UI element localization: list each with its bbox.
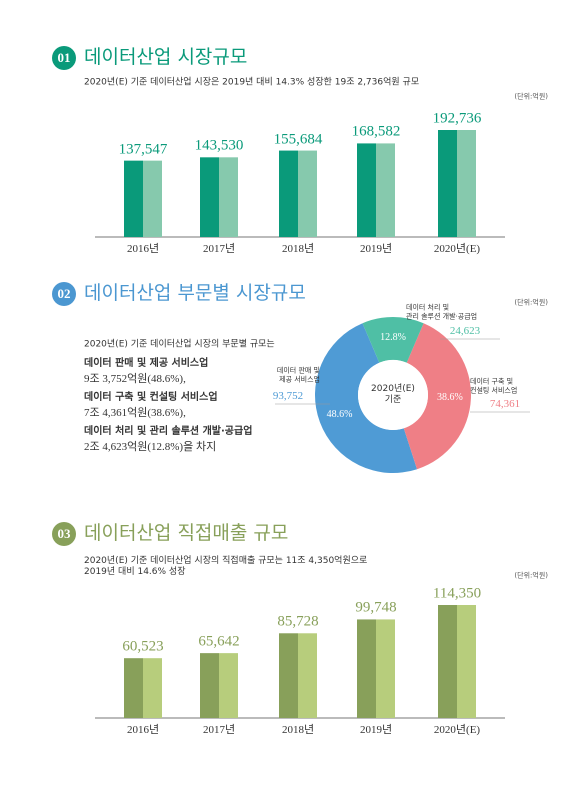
bar-left <box>200 157 219 237</box>
bar <box>200 653 238 718</box>
bar-right <box>457 130 476 237</box>
section-number: 02 <box>57 285 71 301</box>
bar-right <box>143 658 162 718</box>
donut-slice <box>403 323 471 470</box>
amount-label: 93,752 <box>272 390 304 403</box>
section-title: 데이터산업 시장규모 <box>84 46 248 69</box>
section-title: 데이터산업 직접매출 규모 <box>84 522 289 545</box>
x-tick-label: 2020년(E) <box>433 243 481 256</box>
unit-label: (단위:억원) <box>514 92 548 101</box>
x-tick-label: 2019년 <box>359 243 393 256</box>
bar-right <box>143 160 162 237</box>
x-tick-label: 2020년(E) <box>433 724 481 737</box>
category-label: 데이터 구축 및 컨설팅 서비스업 <box>470 377 518 394</box>
category-label: 데이터 처리 및 관리 솔루션 개발·공급업 <box>406 303 478 320</box>
slice-label: 38.6% <box>437 391 463 403</box>
bar <box>124 160 162 237</box>
summary-text: 9조 3,752억원(48.6%), <box>84 373 186 386</box>
bar-right <box>376 143 395 237</box>
bar-left <box>438 605 457 718</box>
value-label: 168,582 <box>351 124 401 141</box>
bar <box>200 157 238 237</box>
bar-left <box>357 143 376 237</box>
value-label: 65,642 <box>198 633 240 650</box>
bar-right <box>298 150 317 237</box>
bar-left <box>124 160 143 237</box>
slice-label: 48.6% <box>326 408 353 420</box>
bar-right <box>219 653 238 718</box>
unit-label: (단위:억원) <box>514 298 548 307</box>
section-description: 2020년(E) 기준 데이터산업 시장은 2019년 대비 14.3% 성장한… <box>84 77 420 88</box>
section-title: 데이터산업 부문별 시장규모 <box>84 282 306 305</box>
value-label: 143,530 <box>194 137 244 154</box>
bar <box>357 143 395 237</box>
bar-left <box>357 619 376 718</box>
bar-left <box>438 130 457 237</box>
bar-right <box>298 633 317 718</box>
value-label: 137,547 <box>118 141 168 158</box>
section-description: 2020년(E) 기준 데이터산업 시장의 직접매출 규모는 11조 4,350… <box>84 555 368 577</box>
summary-name: 데이터 처리 및 관리 솔루션 개발·공급업 <box>84 425 253 437</box>
section-badge <box>52 522 76 546</box>
section-number: 01 <box>57 49 71 65</box>
bar <box>279 150 317 237</box>
summary-text: 7조 4,361억원(38.6%), <box>84 407 186 420</box>
section-number: 03 <box>57 525 71 541</box>
center-label: 2020년(E) 기준 <box>371 383 415 405</box>
value-label: 114,350 <box>432 585 482 602</box>
amount-label: 24,623 <box>449 325 481 338</box>
donut-slice <box>314 323 418 474</box>
bar <box>438 605 476 718</box>
bar-right <box>219 157 238 237</box>
x-tick-label: 2018년 <box>281 724 315 737</box>
section-badge <box>52 46 76 70</box>
x-tick-label: 2016년 <box>126 243 160 256</box>
value-label: 99,748 <box>355 600 397 617</box>
summary-text: 2조 4,623억원(12.8%)을 차지 <box>84 441 217 454</box>
bar <box>124 658 162 718</box>
donut-slice <box>362 317 424 363</box>
bar-right <box>376 619 395 718</box>
x-tick-label: 2017년 <box>202 243 236 256</box>
x-tick-label: 2016년 <box>126 724 160 737</box>
section-description: 2020년(E) 기준 데이터산업 시장의 부문별 규모는 <box>84 339 275 350</box>
donut-hole <box>358 360 428 430</box>
bar-left <box>279 150 298 237</box>
bar-left <box>279 633 298 718</box>
summary-name: 데이터 구축 및 컨설팅 서비스업 <box>84 391 218 403</box>
section-badge <box>52 282 76 306</box>
unit-label: (단위:억원) <box>514 571 548 580</box>
bar-left <box>200 653 219 718</box>
amount-label: 74,361 <box>489 398 521 411</box>
value-label: 85,728 <box>277 613 319 630</box>
value-label: 60,523 <box>122 638 164 655</box>
x-tick-label: 2018년 <box>281 243 315 256</box>
value-label: 155,684 <box>273 131 323 148</box>
bar <box>279 633 317 718</box>
bar <box>438 130 476 237</box>
category-label: 데이터 판매 및 제공 서비스업 <box>276 366 320 383</box>
bar-left <box>124 658 143 718</box>
slice-label: 12.8% <box>380 331 406 343</box>
value-label: 192,736 <box>432 110 482 127</box>
summary-name: 데이터 판매 및 제공 서비스업 <box>84 357 209 369</box>
x-tick-label: 2019년 <box>359 724 393 737</box>
bar-right <box>457 605 476 718</box>
x-tick-label: 2017년 <box>202 724 236 737</box>
bar <box>357 619 395 718</box>
